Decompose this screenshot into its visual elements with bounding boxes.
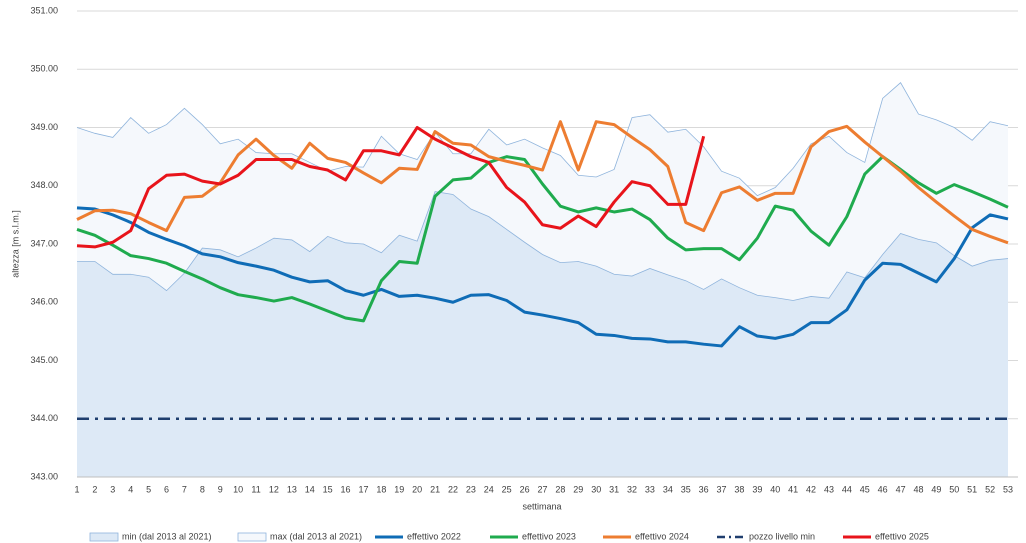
x-tick-label: 22: [448, 484, 458, 494]
x-tick-label: 47: [896, 484, 906, 494]
x-tick-label: 53: [1003, 484, 1013, 494]
x-tick-label: 48: [913, 484, 923, 494]
x-tick-label: 28: [555, 484, 565, 494]
y-tick-label: 347.00: [30, 238, 58, 248]
x-tick-label: 3: [110, 484, 115, 494]
x-tick-label: 38: [734, 484, 744, 494]
series-line: [76, 155, 1009, 323]
area-outline: [77, 191, 1009, 301]
x-tick-label: 49: [931, 484, 941, 494]
x-tick-label: 8: [200, 484, 205, 494]
x-tick-label: 1: [74, 484, 79, 494]
y-tick-label: 349.00: [30, 122, 58, 132]
legend-label: effettivo 2023: [522, 531, 576, 541]
x-tick-label: 36: [699, 484, 709, 494]
x-tick-label: 43: [824, 484, 834, 494]
x-tick-label: 34: [663, 484, 673, 494]
y-tick-label: 343.00: [30, 471, 58, 481]
y-tick-label: 350.00: [30, 64, 58, 74]
y-tick-label: 344.00: [30, 413, 58, 423]
x-tick-label: 12: [269, 484, 279, 494]
x-tick-label: 45: [860, 484, 870, 494]
y-axis-label: altezza [m s.l.m.]: [10, 210, 20, 278]
legend-label: effettivo 2022: [407, 531, 461, 541]
legend-label: min (dal 2013 al 2021): [122, 531, 212, 541]
x-tick-label: 15: [323, 484, 333, 494]
y-tick-label: 348.00: [30, 180, 58, 190]
x-tick-label: 33: [645, 484, 655, 494]
x-tick-label: 50: [949, 484, 959, 494]
x-tick-label: 17: [358, 484, 368, 494]
x-tick-label: 21: [430, 484, 440, 494]
x-tick-label: 7: [182, 484, 187, 494]
x-tick-label: 46: [878, 484, 888, 494]
legend-label: pozzo livello min: [749, 531, 815, 541]
x-tick-label: 41: [788, 484, 798, 494]
x-tick-label: 13: [287, 484, 297, 494]
x-tick-label: 10: [233, 484, 243, 494]
x-tick-label: 52: [985, 484, 995, 494]
x-tick-label: 40: [770, 484, 780, 494]
series-line: [76, 126, 706, 249]
x-tick-label: 32: [627, 484, 637, 494]
x-tick-label: 2: [92, 484, 97, 494]
x-tick-label: 4: [128, 484, 133, 494]
series-line: [76, 206, 1009, 348]
x-tick-label: 11: [251, 484, 260, 494]
x-tick-label: 31: [609, 484, 619, 494]
x-tick-label: 51: [967, 484, 977, 494]
x-tick-label: 30: [591, 484, 601, 494]
x-tick-label: 24: [484, 484, 494, 494]
x-tick-label: 9: [218, 484, 223, 494]
legend-label: max (dal 2013 al 2021): [270, 531, 362, 541]
x-tick-label: 26: [520, 484, 530, 494]
y-tick-label: 345.00: [30, 355, 58, 365]
y-tick-label: 351.00: [30, 5, 58, 15]
x-tick-label: 18: [376, 484, 386, 494]
legend-label: effettivo 2024: [635, 531, 689, 541]
x-tick-label: 42: [806, 484, 816, 494]
x-tick-label: 44: [842, 484, 852, 494]
x-tick-label: 19: [394, 484, 404, 494]
area-outline: [76, 82, 1009, 197]
x-tick-label: 14: [305, 484, 315, 494]
x-tick-label: 39: [752, 484, 762, 494]
legend-swatch: [89, 532, 119, 542]
x-tick-label: 35: [681, 484, 691, 494]
y-tick-label: 346.00: [30, 297, 58, 307]
x-tick-label: 16: [341, 484, 351, 494]
x-tick-label: 25: [502, 484, 512, 494]
x-tick-label: 29: [573, 484, 583, 494]
x-tick-label: 27: [537, 484, 547, 494]
x-tick-label: 23: [466, 484, 476, 494]
legend-label: effettivo 2025: [875, 531, 929, 541]
legend-swatch: [237, 532, 267, 542]
x-tick-label: 6: [164, 484, 169, 494]
series-line: [76, 120, 1009, 245]
x-axis-label: settimana: [522, 501, 561, 511]
x-tick-label: 5: [146, 484, 151, 494]
x-tick-label: 37: [717, 484, 727, 494]
area: [77, 191, 1008, 477]
x-tick-label: 20: [412, 484, 422, 494]
